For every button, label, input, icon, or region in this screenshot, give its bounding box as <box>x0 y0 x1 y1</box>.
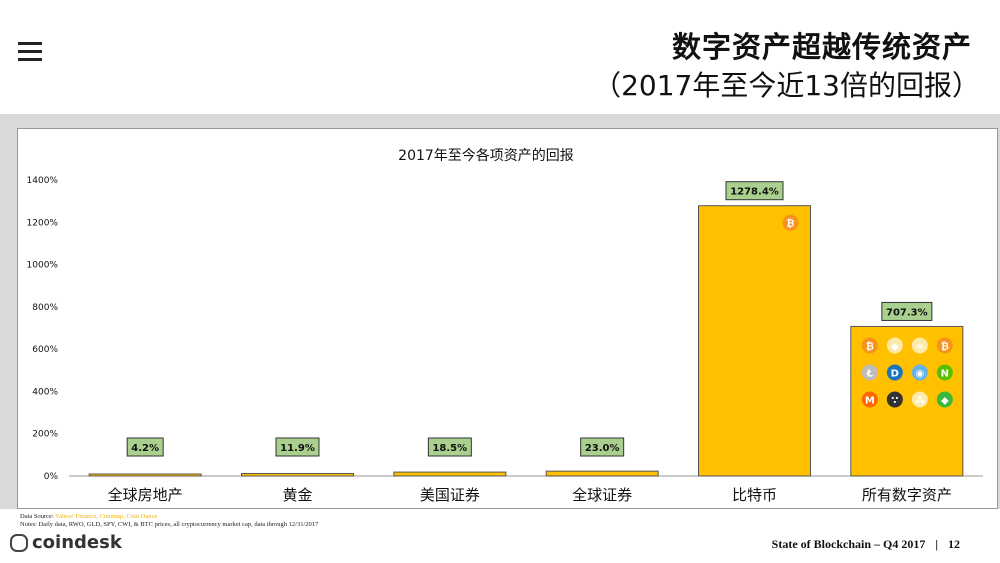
bar-chart: 2017年至今各项资产的回报 0% 200% 400% 600% 800% 1000% 120… <box>27 148 983 504</box>
data-label: 23.0% <box>585 443 620 454</box>
data-label-box <box>427 437 472 457</box>
bitcoin-icon <box>782 214 799 231</box>
y-tick-label: 200% <box>32 430 58 440</box>
header-bar: 数字资产超越传统资产 （2017年至今近13倍的回报） <box>0 0 1000 112</box>
cardano-icon-glyph: ⁂ <box>915 394 926 406</box>
notes-text: Notes: Daily data, RWO, GLD, SPY, CWI, &… <box>20 521 319 528</box>
logo-icon <box>10 534 28 552</box>
iota-icon <box>886 391 903 408</box>
coindesk-logo: coindesk <box>10 532 122 553</box>
x-tick-label: 黄金 <box>282 486 312 504</box>
bar <box>698 205 811 477</box>
bar <box>241 472 354 477</box>
nem-icon <box>911 364 928 381</box>
logo-text: coindesk <box>32 532 122 553</box>
x-tick-label: 全球房地产 <box>108 486 183 504</box>
dash-icon-glyph: D <box>891 368 899 379</box>
ripple-icon <box>911 337 928 354</box>
neo-icon <box>936 364 953 381</box>
bitcoin-cash-icon <box>936 337 953 354</box>
monero-icon <box>861 391 878 408</box>
x-tick-label: 所有数字资产 <box>862 486 952 504</box>
data-label: 11.9% <box>280 443 315 454</box>
menu-icon[interactable] <box>18 42 42 62</box>
source-prefix: Data Source: <box>20 513 54 520</box>
x-tick-label: 美国证券 <box>420 486 480 504</box>
ethereum-classic-icon <box>936 391 953 408</box>
report-name: State of Blockchain – Q4 2017 <box>771 537 926 551</box>
data-label: 4.2% <box>131 443 159 454</box>
bitcoin-cash-icon-glyph: ₿ <box>941 340 949 352</box>
nem-icon-glyph: ◉ <box>915 368 924 379</box>
y-tick-label: 0% <box>44 472 59 482</box>
data-label-box <box>725 181 784 201</box>
iota-icon-glyph: ∵ <box>891 395 898 406</box>
chart-title: 2017年至今各项资产的回报 <box>398 148 574 164</box>
footer: State of Blockchain – Q4 2017 | 12 <box>772 537 960 552</box>
y-tick-label: 1400% <box>27 176 59 186</box>
bar <box>545 470 659 477</box>
bitcoin-icon <box>861 337 878 354</box>
bitcoin-icon-glyph: ₿ <box>786 218 794 230</box>
data-label-box <box>126 437 164 457</box>
x-tick-label: 比特币 <box>732 486 777 504</box>
bitcoin-icon-glyph: ₿ <box>866 340 874 352</box>
ripple-icon-glyph: ≈ <box>916 341 924 352</box>
y-tick-label: 600% <box>32 345 58 355</box>
page-subtitle: （2017年至今近13倍的回报） <box>593 69 980 102</box>
ethereum-icon <box>886 337 903 354</box>
ethereum-icon-glyph: ◆ <box>891 341 899 352</box>
page-title: 数字资产超越传统资产 <box>671 30 972 64</box>
data-notes: Data Source: Yahoo! Finance, Coinmap, Co… <box>20 513 318 529</box>
neo-icon-glyph: N <box>941 368 949 379</box>
data-label: 18.5% <box>432 443 467 454</box>
monero-icon-glyph: M <box>865 395 875 406</box>
chart-box: 2017年至今各项资产的回报 0% 200% 400% 600% 800% 1000% 120… <box>17 128 998 509</box>
bar <box>393 471 507 477</box>
data-label: 707.3% <box>886 307 928 318</box>
data-label: 1278.4% <box>730 187 779 198</box>
x-tick-label: 全球证券 <box>572 486 632 504</box>
data-label-box <box>881 301 933 321</box>
data-label-box <box>275 437 320 457</box>
dash-icon <box>886 364 903 381</box>
source-list: Yahoo! Finance, Coinmap, Coin Dance <box>55 513 158 520</box>
cardano-icon <box>911 391 928 408</box>
ethereum-classic-icon-glyph: ◆ <box>941 395 949 406</box>
litecoin-icon-glyph: Ł <box>866 368 874 379</box>
y-tick-label: 800% <box>32 303 58 313</box>
bar <box>88 473 202 477</box>
y-tick-label: 1200% <box>27 218 59 228</box>
y-tick-label: 1000% <box>27 261 59 271</box>
footer-separator: | <box>935 537 938 551</box>
data-label-box <box>580 437 625 457</box>
y-tick-label: 400% <box>32 387 58 397</box>
litecoin-icon <box>861 364 878 381</box>
page-number: 12 <box>948 537 960 551</box>
